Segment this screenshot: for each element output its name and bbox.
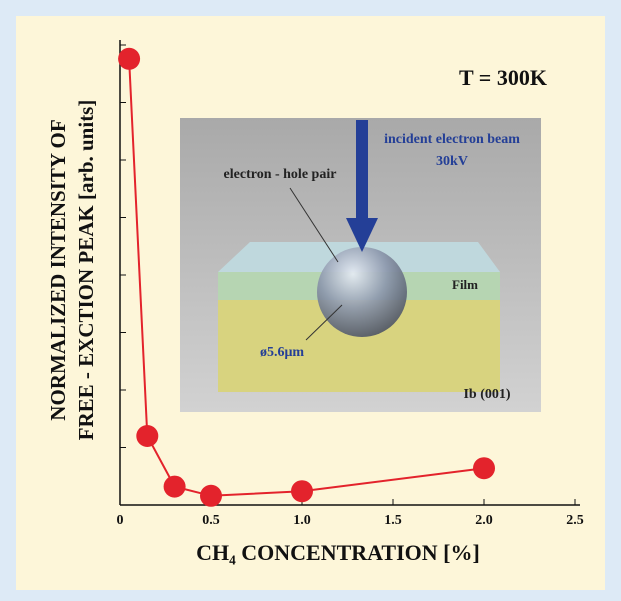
x-tick-label: 2.0 (475, 513, 493, 528)
annotation: electron - hole pair (224, 167, 337, 182)
data-point (118, 48, 140, 70)
annotation: T = 300K (459, 65, 547, 90)
beam (356, 120, 368, 220)
chart: T = 300K incident electron beam 30kV ele… (0, 0, 621, 601)
annotation: Film (452, 277, 478, 292)
annotation: incident electron beam (384, 132, 520, 147)
inset (180, 118, 541, 412)
annotation: ø5.6μm (260, 345, 304, 360)
x-tick-label: 2.5 (566, 513, 584, 528)
x-tick-label: 1.5 (384, 513, 402, 528)
y-axis-label-line: NORMALIZED INTENSITY OF (46, 119, 70, 420)
sphere (317, 247, 407, 337)
data-point (200, 485, 222, 507)
x-tick-label: 0.5 (202, 513, 220, 528)
data-point (291, 480, 313, 502)
annotation: Ib (001) (463, 387, 510, 402)
x-axis-label: CH₄ CONCENTRATION [%] (196, 540, 480, 565)
data-point (136, 425, 158, 447)
x-tick-label: 0 (117, 513, 124, 528)
y-axis-label-line: FREE - EXCTION PEAK [arb. units] (74, 100, 98, 441)
annotation: 30kV (436, 154, 468, 169)
data-point (473, 457, 495, 479)
data-point (164, 476, 186, 498)
x-tick-label: 1.0 (293, 513, 311, 528)
